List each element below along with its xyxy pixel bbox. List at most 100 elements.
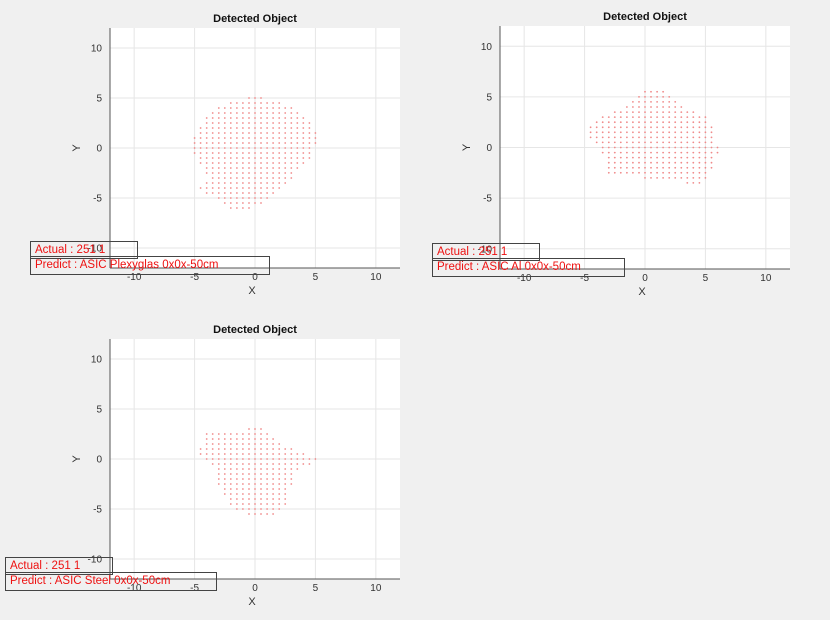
scatter-point — [638, 151, 640, 154]
scatter-point — [211, 142, 214, 144]
scatter-point — [236, 147, 238, 149]
scatter-point — [242, 112, 244, 114]
scatter-point — [229, 107, 232, 109]
scatter-point — [266, 187, 268, 189]
scatter-point — [242, 473, 244, 475]
scatter-point — [613, 111, 616, 113]
scatter-point — [236, 177, 238, 179]
scatter-point — [248, 172, 250, 174]
scatter-point — [217, 438, 220, 440]
scatter-point — [266, 463, 268, 465]
scatter-point — [260, 107, 262, 109]
scatter-point — [223, 468, 226, 470]
y-tick-label: -5 — [93, 194, 102, 205]
scatter-point — [632, 151, 634, 154]
scatter-point — [260, 443, 262, 445]
scatter-point — [656, 111, 658, 113]
scatter-point — [272, 493, 274, 495]
scatter-point — [644, 96, 646, 98]
scatter-point — [236, 107, 238, 109]
scatter-point — [260, 478, 262, 480]
scatter-point — [242, 448, 244, 450]
scatter-point — [278, 172, 281, 174]
scatter-point — [284, 483, 287, 485]
scatter-point — [223, 202, 226, 204]
scatter-point — [229, 478, 232, 480]
scatter-point — [260, 503, 262, 505]
scatter-point — [644, 166, 646, 169]
scatter-point — [254, 443, 256, 445]
scatter-point — [314, 132, 317, 134]
scatter-point — [248, 192, 250, 194]
scatter-point — [229, 127, 232, 129]
scatter-point — [236, 172, 238, 174]
scatter-point — [656, 141, 658, 144]
scatter-point — [278, 468, 281, 470]
scatter-point — [211, 137, 214, 139]
scatter-point — [248, 102, 250, 104]
scatter-point — [278, 493, 281, 495]
scatter-point — [668, 166, 671, 169]
scatter-point — [266, 483, 268, 485]
scatter-point — [619, 136, 622, 139]
scatter-point — [217, 107, 220, 109]
scatter-point — [266, 473, 268, 475]
scatter-point — [272, 192, 274, 194]
scatter-point — [272, 177, 274, 179]
scatter-point — [278, 488, 281, 490]
scatter-point — [205, 122, 208, 124]
scatter-point — [284, 127, 287, 129]
scatter-point — [254, 493, 256, 495]
scatter-point — [236, 478, 238, 480]
scatter-point — [308, 157, 311, 159]
scatter-point — [217, 127, 220, 129]
scatter-point — [698, 156, 701, 159]
scatter-point — [308, 127, 311, 129]
scatter-point — [229, 202, 232, 204]
scatter-point — [266, 513, 268, 515]
scatter-point — [248, 468, 250, 470]
scatter-point — [290, 468, 293, 470]
scatter-point — [272, 187, 274, 189]
scatter-point — [266, 478, 268, 480]
scatter-point — [254, 187, 256, 189]
scatter-point — [217, 142, 220, 144]
scatter-point — [260, 182, 262, 184]
scatter-point — [290, 167, 293, 169]
scatter-point — [211, 127, 214, 129]
scatter-point — [296, 137, 299, 139]
scatter-point — [644, 131, 646, 134]
scatter-point — [205, 157, 208, 159]
scatter-point — [260, 513, 262, 515]
scatter-point — [248, 132, 250, 134]
scatter-point — [223, 127, 226, 129]
scatter-point — [205, 182, 208, 184]
scatter-point — [248, 458, 250, 460]
scatter-point — [242, 202, 244, 204]
scatter-point — [272, 513, 274, 515]
scatter-point — [650, 121, 652, 124]
scatter-point — [236, 433, 238, 435]
scatter-point — [248, 463, 250, 465]
scatter-point — [223, 132, 226, 134]
scatter-point — [704, 171, 707, 174]
scatter-point — [704, 126, 707, 129]
scatter-point — [619, 166, 622, 169]
scatter-point — [236, 508, 238, 510]
scatter-point — [266, 197, 268, 199]
scatter-point — [638, 136, 640, 139]
scatter-point — [644, 106, 646, 108]
scatter-point — [632, 121, 634, 124]
scatter-point — [223, 182, 226, 184]
scatter-point — [284, 117, 287, 119]
scatter-point — [601, 131, 604, 134]
scatter-point — [290, 483, 293, 485]
scatter-point — [632, 156, 634, 159]
scatter-point — [686, 126, 689, 129]
scatter-point — [254, 488, 256, 490]
scatter-point — [668, 141, 671, 144]
y-tick-label: 5 — [96, 94, 102, 105]
scatter-point — [254, 448, 256, 450]
scatter-point — [674, 106, 677, 108]
scatter-point — [272, 102, 274, 104]
